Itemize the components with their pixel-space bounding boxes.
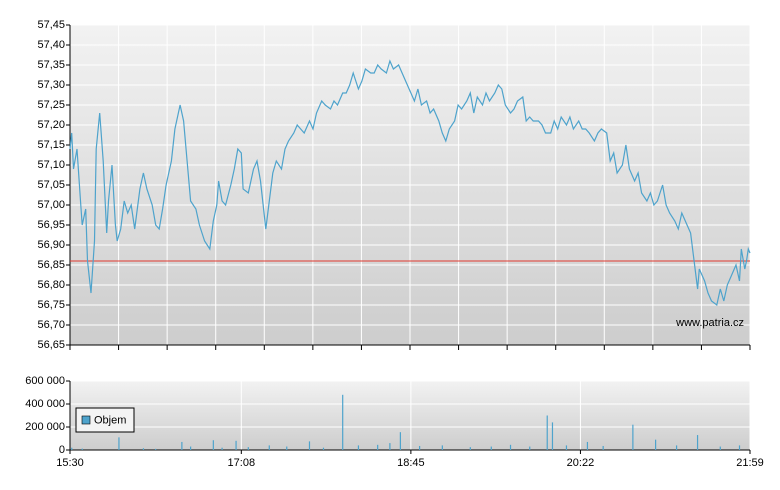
- volume-bar: [565, 445, 568, 450]
- y-tick-label: 400 000: [25, 398, 65, 410]
- y-tick-label: 57,25: [37, 99, 65, 111]
- volume-bar: [342, 394, 344, 450]
- volume-bar: [247, 447, 249, 450]
- volume-bar: [696, 435, 699, 450]
- legend-label: Objem: [94, 414, 126, 426]
- volume-bar: [655, 439, 657, 450]
- volume-bar: [586, 441, 589, 450]
- volume-bar: [81, 448, 83, 450]
- x-tick-label: 20:22: [567, 457, 595, 469]
- volume-bar: [190, 446, 192, 450]
- volume-bar: [322, 447, 325, 450]
- volume-bar: [490, 446, 492, 450]
- y-tick-label: 0: [59, 444, 65, 456]
- volume-bar: [142, 448, 145, 450]
- y-tick-label: 56,95: [37, 219, 65, 231]
- y-tick-label: 57,35: [37, 59, 65, 71]
- volume-bar: [551, 422, 554, 450]
- volume-bar: [212, 440, 214, 450]
- x-tick-label: 15:30: [56, 457, 84, 469]
- volume-bar: [602, 445, 604, 450]
- volume-bar: [71, 447, 73, 450]
- volume-bar: [399, 432, 401, 450]
- volume-bar: [118, 437, 120, 450]
- y-tick-label: 57,20: [37, 119, 65, 131]
- y-tick-label: 56,90: [37, 239, 65, 251]
- y-tick-label: 200 000: [25, 421, 65, 433]
- x-tick-label: 17:08: [228, 457, 256, 469]
- volume-bar: [441, 445, 443, 450]
- volume-bar: [268, 445, 270, 450]
- volume-bar: [632, 424, 634, 450]
- y-tick-label: 56,85: [37, 259, 65, 271]
- y-tick-label: 57,15: [37, 139, 65, 151]
- x-tick-label: 18:45: [397, 457, 425, 469]
- volume-bar: [675, 445, 678, 450]
- y-tick-label: 57,30: [37, 79, 65, 91]
- price-line: [69, 59, 751, 307]
- y-tick-label: 57,05: [37, 179, 65, 191]
- volume-bar: [546, 415, 548, 450]
- volume-bar: [377, 444, 379, 450]
- y-tick-label: 56,70: [37, 319, 65, 331]
- y-tick-label: 57,40: [37, 39, 65, 51]
- volume-bar: [719, 446, 721, 450]
- y-tick-label: 56,65: [37, 339, 65, 351]
- volume-bar: [235, 440, 237, 450]
- volume-bar: [308, 441, 311, 450]
- volume-bar: [389, 443, 391, 450]
- volume-bar: [529, 446, 531, 450]
- volume-bar: [469, 447, 471, 450]
- y-tick-label: 56,75: [37, 299, 65, 311]
- y-tick-label: 57,00: [37, 199, 65, 211]
- volume-bar: [221, 447, 223, 450]
- volume-bar: [509, 444, 512, 450]
- volume-bar: [181, 441, 183, 450]
- y-tick-label: 600 000: [25, 375, 65, 387]
- watermark: www.patria.cz: [675, 317, 744, 329]
- volume-bar: [155, 448, 157, 450]
- volume-bar: [286, 446, 288, 450]
- y-tick-label: 56,80: [37, 279, 65, 291]
- volume-bar: [419, 445, 421, 450]
- volume-plot-area: [70, 381, 750, 450]
- legend-swatch: [81, 415, 91, 425]
- y-tick-label: 57,45: [37, 19, 65, 31]
- x-tick-label: 21:59: [736, 457, 764, 469]
- volume-bar: [738, 445, 741, 450]
- y-tick-label: 57,10: [37, 159, 65, 171]
- volume-bar: [357, 445, 360, 450]
